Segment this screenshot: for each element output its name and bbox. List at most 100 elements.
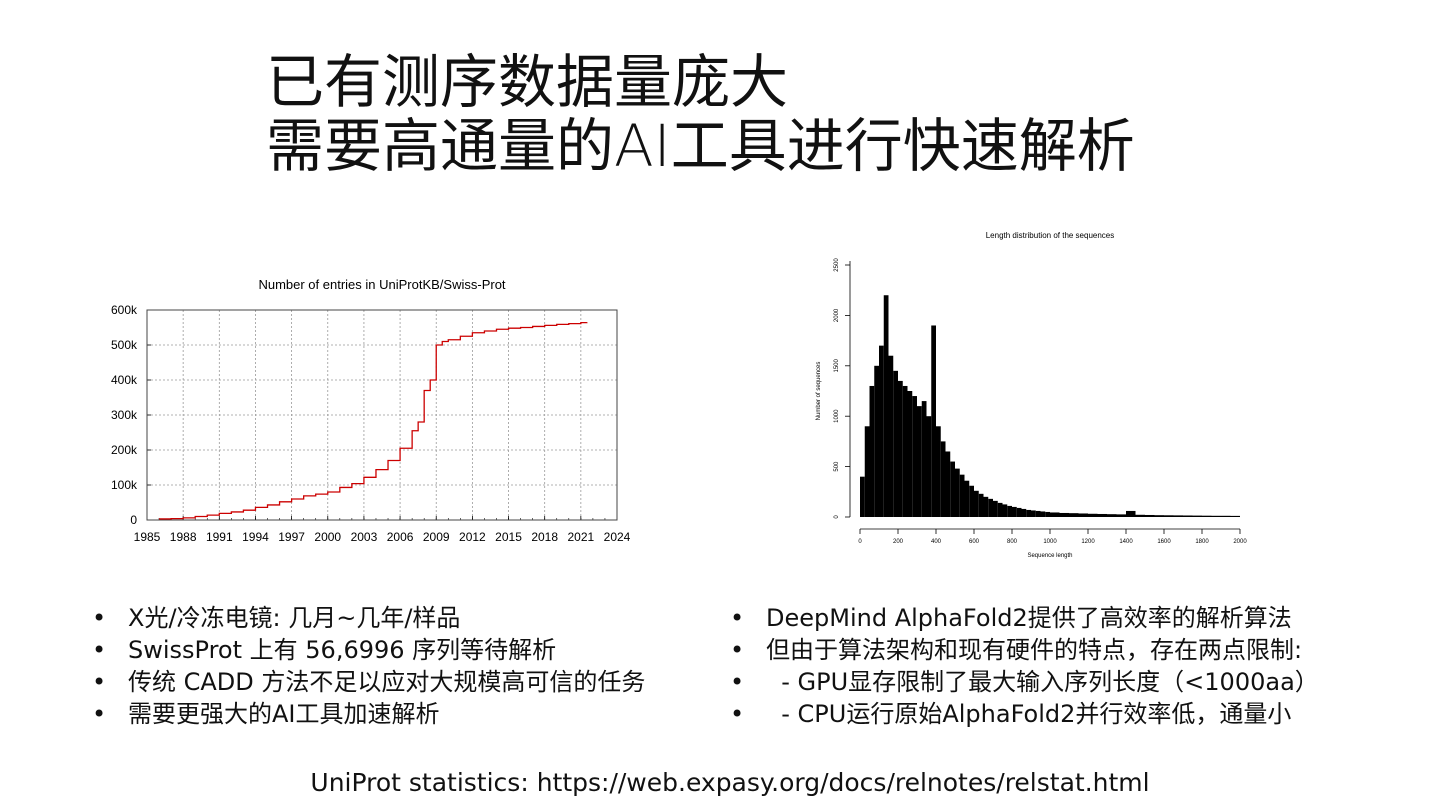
- histogram-bar: [879, 345, 884, 517]
- y-tick-label: 500k: [111, 338, 138, 352]
- right-bullet-item: - CPU运行原始AlphaFold2并行效率低，通量小: [730, 698, 1319, 730]
- x-tick-label: 1400: [1119, 539, 1133, 545]
- histogram-bar: [893, 370, 898, 517]
- x-tick-label: 2018: [531, 530, 558, 544]
- title-line-2: 需要高通量的AI工具进行快速解析: [266, 112, 1135, 180]
- x-tick-label: 800: [1007, 539, 1018, 545]
- histogram-bar: [1007, 505, 1012, 517]
- histogram-bar: [1050, 512, 1060, 517]
- histogram-bar: [1107, 514, 1117, 517]
- x-tick-label: 1600: [1157, 539, 1171, 545]
- histogram-bar: [883, 295, 889, 517]
- histogram-bar: [1026, 509, 1031, 517]
- histogram-bar: [969, 485, 974, 517]
- y-tick-label: 500: [834, 461, 840, 472]
- histogram-bar: [931, 325, 936, 517]
- histogram-bar: [912, 396, 917, 517]
- right-bullet-item: 但由于算法架构和现有硬件的特点，存在两点限制:: [730, 634, 1319, 666]
- left-bullet-item: SwissProt 上有 56,6996 序列等待解析: [92, 634, 645, 666]
- histogram-bar: [940, 441, 946, 517]
- x-tick-label: 400: [931, 539, 942, 545]
- left-bullet-item: 需要更强大的AI工具加速解析: [92, 698, 645, 730]
- x-tick-label: 0: [858, 539, 862, 545]
- source-citation: UniProt statistics: https://web.expasy.o…: [310, 768, 1150, 797]
- x-tick-label: 1985: [134, 530, 161, 544]
- histogram-bar: [978, 493, 984, 517]
- histogram-bar: [888, 355, 894, 517]
- histogram-bar: [902, 385, 908, 517]
- histogram-bar: [1135, 514, 1145, 517]
- x-axis-label: Sequence length: [1027, 553, 1072, 559]
- histogram-bar: [993, 500, 998, 517]
- y-tick-label: 1000: [834, 409, 840, 423]
- histogram-bar: [1012, 506, 1017, 517]
- histogram-bar: [988, 498, 993, 517]
- histogram-bar: [1040, 511, 1046, 517]
- histogram-bar: [921, 401, 927, 517]
- x-tick-label: 1800: [1195, 539, 1209, 545]
- y-tick-label: 1500: [834, 358, 840, 372]
- histogram-bar: [1078, 513, 1088, 517]
- histogram-bar: [864, 426, 870, 517]
- histogram-bar: [1069, 513, 1079, 517]
- y-tick-label: 0: [834, 515, 840, 519]
- histogram-bar: [983, 496, 989, 517]
- chart-title: Length distribution of the sequences: [986, 231, 1115, 240]
- histogram-bar: [959, 474, 965, 517]
- x-tick-label: 2003: [351, 530, 378, 544]
- entries-series-line: [159, 321, 588, 520]
- y-tick-label: 2000: [834, 308, 840, 322]
- histogram-bar: [1230, 515, 1240, 517]
- histogram-bar: [1192, 515, 1202, 517]
- x-tick-label: 1000: [1043, 539, 1057, 545]
- histogram-bar: [950, 461, 955, 517]
- histogram-bar: [1202, 515, 1212, 517]
- x-tick-label: 200: [893, 539, 904, 545]
- x-tick-label: 1997: [278, 530, 305, 544]
- histogram-bar: [1031, 510, 1036, 517]
- y-axis-label: Number of sequences: [816, 362, 822, 421]
- x-tick-label: 1200: [1081, 539, 1095, 545]
- histogram-bar: [936, 426, 941, 517]
- histogram-bar: [926, 416, 932, 517]
- x-tick-label: 2000: [1233, 539, 1247, 545]
- histogram-bar: [1126, 510, 1136, 517]
- histogram-bar: [997, 502, 1003, 517]
- x-tick-label: 1988: [170, 530, 197, 544]
- x-tick-label: 2012: [459, 530, 486, 544]
- x-tick-label: 2006: [387, 530, 414, 544]
- y-tick-label: 600k: [111, 303, 138, 317]
- histogram-bar: [860, 476, 865, 517]
- y-tick-label: 2500: [834, 258, 840, 272]
- x-tick-label: 2009: [423, 530, 450, 544]
- histogram-bar: [1097, 513, 1107, 517]
- x-tick-label: 2024: [604, 530, 631, 544]
- histogram-bar: [898, 380, 903, 517]
- y-tick-label: 300k: [111, 408, 138, 422]
- y-tick-label: 200k: [111, 443, 138, 457]
- x-tick-label: 1991: [206, 530, 233, 544]
- histogram-bar: [974, 490, 979, 517]
- x-tick-label: 600: [969, 539, 980, 545]
- sequence-length-histogram: Length distribution of the sequences Sequ…: [816, 231, 1247, 559]
- slide-title: 已有测序数据量庞大 需要高通量的AI工具进行快速解析: [266, 50, 1135, 178]
- histogram-bar: [1211, 515, 1221, 517]
- title-line-1: 已有测序数据量庞大: [266, 48, 789, 116]
- histogram-bar: [1116, 514, 1126, 517]
- histogram-bar: [964, 480, 970, 517]
- left-bullet-list: X光/冷冻电镜: 几月~几年/样品 SwissProt 上有 56,6996 序…: [92, 602, 645, 730]
- histogram-bar: [1035, 510, 1041, 517]
- x-tick-label: 2015: [495, 530, 522, 544]
- histogram-bar: [955, 468, 960, 517]
- histogram-bar: [945, 451, 951, 517]
- histogram-bar: [1164, 515, 1174, 517]
- swissprot-entries-line-chart: Number of entries in UniProtKB/Swiss-Pro…: [111, 277, 631, 544]
- right-bullet-item: DeepMind AlphaFold2提供了高效率的解析算法: [730, 602, 1319, 634]
- histogram-bar: [1059, 512, 1069, 517]
- plot-frame: [146, 309, 618, 521]
- right-bullet-list: DeepMind AlphaFold2提供了高效率的解析算法 但由于算法架构和现…: [730, 602, 1319, 730]
- histogram-bar: [1183, 515, 1193, 517]
- histogram-bar: [907, 391, 913, 517]
- chart-title: Number of entries in UniProtKB/Swiss-Pro…: [258, 277, 505, 292]
- x-tick-label: 2000: [314, 530, 341, 544]
